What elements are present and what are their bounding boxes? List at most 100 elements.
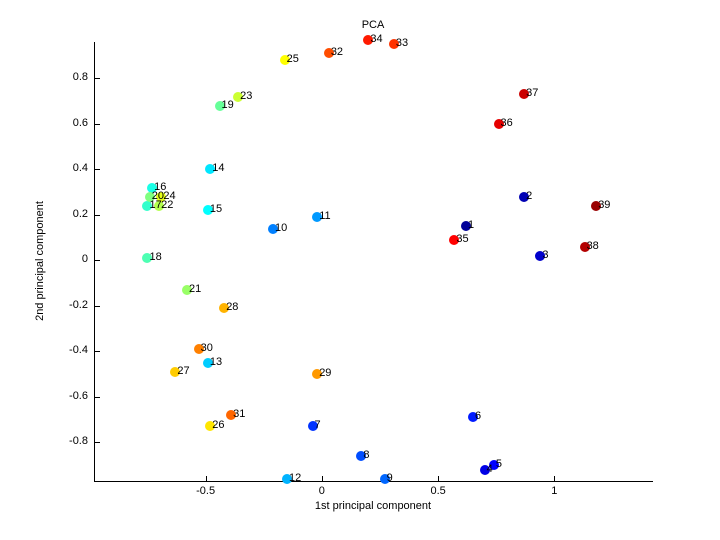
point-label: 13 [209,355,223,368]
x-tick [554,476,556,481]
y-tick-label: 0 [81,253,88,266]
data-point [142,200,153,211]
y-tick-label: -0.2 [69,298,88,311]
y-tick [95,397,100,398]
y-tick [95,215,100,216]
point-label: 28 [226,301,239,314]
chart-title: PCA [361,19,385,31]
point-label: 20 [151,189,165,202]
point-label: 33 [395,37,409,50]
point-label: 18 [149,251,162,264]
x-tick-label: -0.5 [196,485,216,497]
point-label: 22 [161,198,174,211]
point-label: 38 [586,239,599,252]
data-point [323,48,334,59]
data-point [202,205,213,216]
point-label: 21 [189,282,202,295]
point-label: 19 [221,98,234,111]
data-point [579,241,590,252]
point-label: 37 [526,87,539,100]
point-label: 36 [500,116,513,129]
point-label: 10 [275,221,288,234]
point-label: 17 [149,198,162,211]
data-point [279,55,290,66]
y-tick-label: 0.2 [72,207,88,220]
data-point [205,164,216,175]
y-tick-label: 0.6 [72,116,88,129]
data-point [214,100,225,111]
data-point [535,250,546,261]
data-point [193,344,204,355]
point-label: 3 [542,248,549,261]
data-point [449,234,460,245]
point-label: 7 [314,419,321,432]
point-label: 35 [456,232,469,245]
y-axis-line [94,42,95,482]
point-label: 5 [495,458,503,471]
data-point [312,212,323,223]
point-label: 15 [209,203,223,216]
data-point [461,221,471,232]
point-label: 30 [200,342,213,355]
y-tick-label: -0.8 [69,435,88,448]
y-tick [95,124,100,125]
data-point [591,200,602,211]
data-point [479,464,490,475]
point-label: 11 [319,210,331,223]
point-label: 26 [212,419,225,432]
y-tick [95,260,100,261]
x-tick [321,476,323,481]
point-label: 9 [386,471,393,484]
data-point [467,412,478,423]
y-tick [95,78,100,79]
data-point [219,303,230,314]
y-axis-label: 2nd principal component [34,201,46,321]
point-label: 39 [598,198,611,211]
data-point [205,421,216,432]
y-tick-label: -0.4 [69,344,88,357]
y-tick [95,169,100,170]
data-point [388,39,399,50]
y-tick [95,351,100,352]
data-point [233,91,244,102]
y-tick-label: 0.4 [72,162,88,175]
point-label: 16 [154,180,167,193]
point-label: 32 [330,46,344,59]
point-label: 34 [370,32,383,45]
y-tick-label: -0.6 [69,389,88,402]
x-tick-label: 0.5 [430,485,446,497]
data-point [379,473,390,484]
y-tick [95,442,100,443]
data-point [519,191,530,202]
data-point [363,34,374,45]
data-point [182,284,192,295]
point-label: 12 [288,471,302,484]
data-point [312,369,323,380]
point-label: 8 [363,448,370,461]
point-label: 31 [233,408,246,421]
data-point [268,223,279,234]
point-label: 2 [526,189,533,202]
point-label: 6 [474,410,482,423]
x-tick [205,476,207,481]
data-point [281,473,292,484]
data-point [488,460,499,471]
y-tick-label: 0.8 [72,71,88,84]
y-tick [95,306,100,307]
data-point [307,421,318,432]
x-tick-label: 0 [318,485,325,497]
x-tick [438,476,440,481]
data-point [154,200,165,211]
x-tick-label: 1 [551,485,558,497]
x-axis-line [94,481,653,482]
data-point [226,410,237,421]
point-label: 25 [286,53,299,66]
point-label: 29 [319,367,332,380]
point-label: 4 [486,462,493,475]
point-label: 1 [468,219,475,232]
point-label: 24 [163,189,176,202]
data-point [170,366,181,377]
data-point [519,89,530,100]
data-point [202,357,213,368]
